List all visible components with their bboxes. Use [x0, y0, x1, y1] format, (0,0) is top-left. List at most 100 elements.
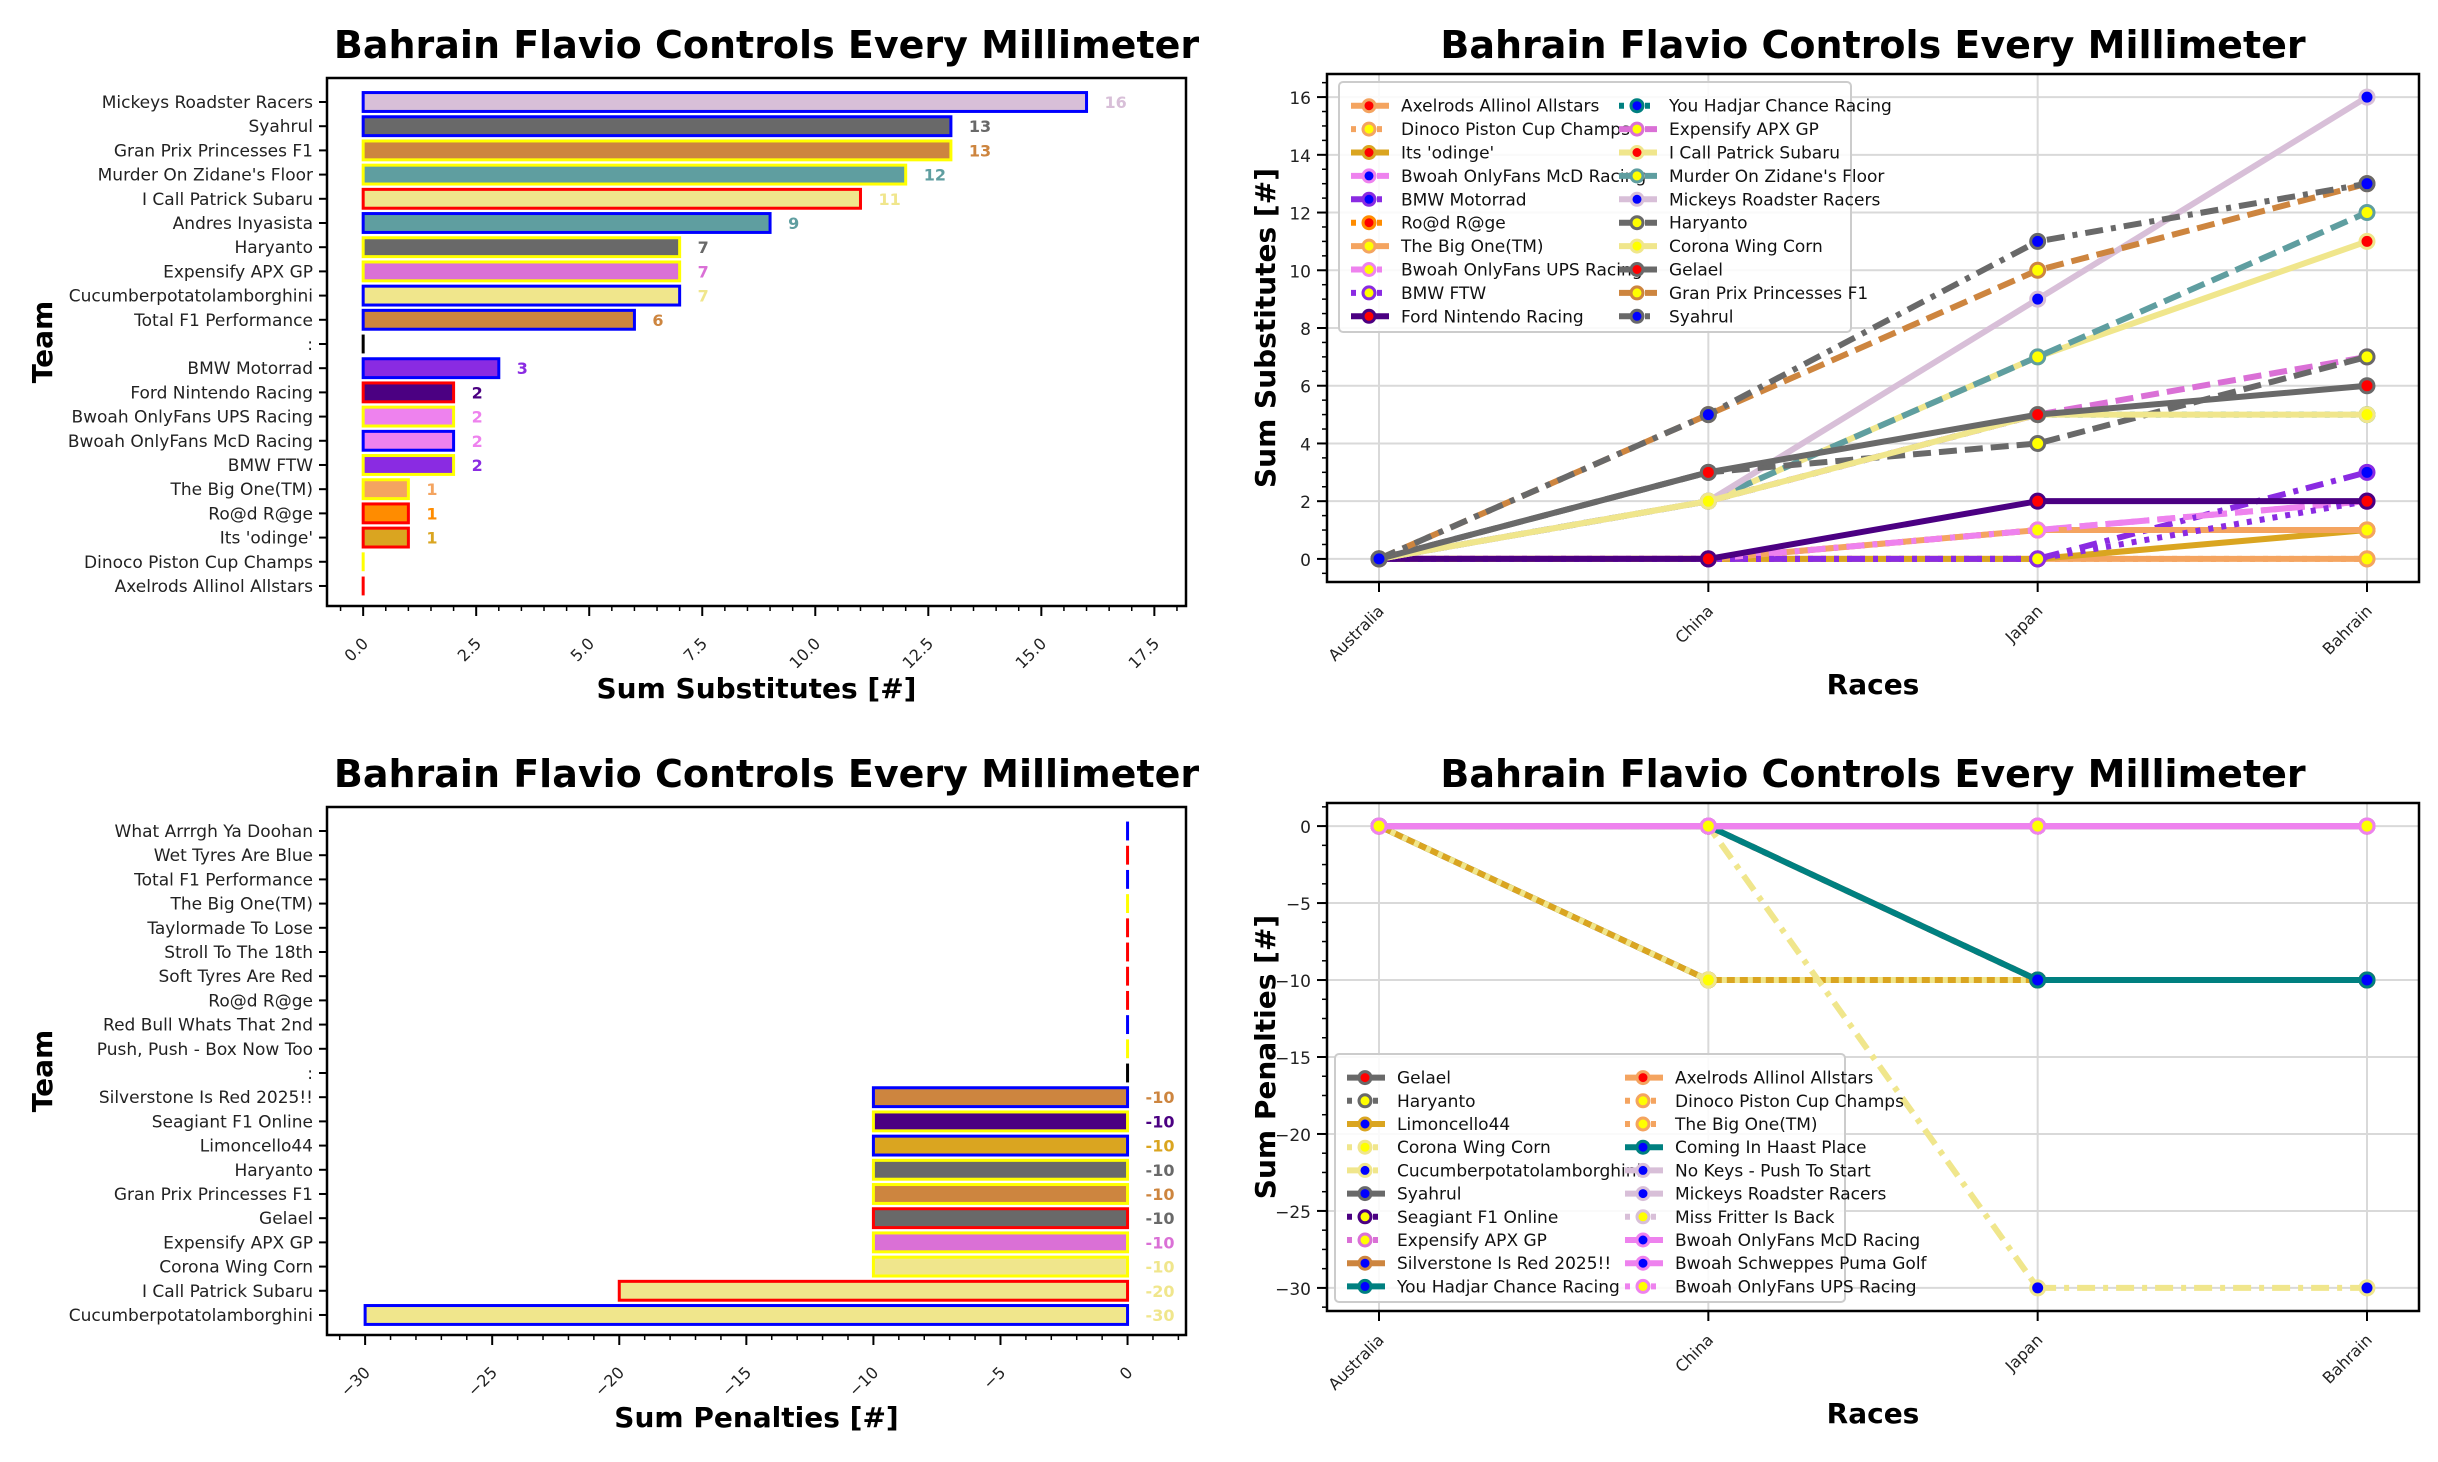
data-point: [1699, 492, 1717, 510]
legend-marker: [1635, 1255, 1651, 1271]
legend-marker: [1357, 1278, 1373, 1294]
plot-frame: [325, 805, 1188, 1337]
bar: [361, 502, 410, 525]
legend-label: You Hadjar Chance Racing: [1668, 97, 1892, 117]
substitutes-bar-chart: Bahrain Flavio Controls Every Millimeter…: [0, 0, 1219, 729]
legend-marker: [1629, 168, 1645, 184]
data-point: [2358, 175, 2376, 193]
data-label: 2: [472, 383, 483, 402]
data-label: -10: [1146, 1233, 1175, 1252]
y-tick-label: Gelael: [259, 1209, 313, 1229]
legend-label: Bwoah OnlyFans McD Racing: [1675, 1231, 1920, 1251]
legend-label: Coming In Haast Place: [1675, 1138, 1866, 1158]
legend-label: Miss Fritter Is Back: [1675, 1208, 1835, 1228]
legend-label: Ro@d R@ge: [1401, 214, 1506, 234]
legend-marker: [1357, 1070, 1373, 1086]
y-tick-label: −15: [1275, 1049, 1311, 1069]
y-tick-label: BMW FTW: [228, 456, 313, 476]
data-label: -30: [1146, 1306, 1175, 1325]
x-tick-label: Japan: [2001, 1330, 2047, 1376]
x-tick-label: 12.5: [899, 634, 938, 673]
bar: [361, 429, 456, 452]
y-tick-label: Andres Inyasista: [173, 214, 313, 234]
bar: [361, 236, 682, 259]
y-tick-label: Taylormade To Lose: [146, 919, 313, 939]
legend-label: Expensify APX GP: [1669, 120, 1819, 140]
y-tick-label: Push, Push - Box Now Too: [97, 1040, 313, 1060]
legend-marker: [1361, 121, 1377, 137]
bar: [871, 1207, 1130, 1230]
legend-marker: [1635, 1116, 1651, 1132]
y-tick-label: 0: [1300, 551, 1311, 571]
x-tick-label: −15: [718, 1363, 755, 1400]
y-tick-label: Expensify APX GP: [163, 1233, 313, 1253]
data-point: [2029, 348, 2047, 366]
data-point: [2358, 88, 2376, 106]
legend-label: Limoncello44: [1397, 1115, 1510, 1135]
bar: [871, 1231, 1130, 1254]
y-tick-label: Bwoah OnlyFans UPS Racing: [71, 408, 313, 428]
data-label: 9: [788, 214, 799, 233]
substitutes-bar-svg: Bahrain Flavio Controls Every Millimeter…: [26, 23, 1199, 705]
data-label: 11: [878, 190, 900, 209]
y-tick-label: 4: [1300, 435, 1311, 455]
data-point: [2029, 1279, 2047, 1297]
bar: [361, 284, 682, 307]
x-tick-label: −30: [337, 1363, 374, 1400]
data-point: [2358, 492, 2376, 510]
data-point: [2029, 434, 2047, 452]
x-tick-label: 10.0: [785, 634, 824, 673]
x-axis-label: Sum Substitutes [#]: [597, 672, 917, 705]
plot-frame: [325, 76, 1188, 608]
legend-label: Mickeys Roadster Racers: [1675, 1185, 1886, 1205]
legend-marker: [1357, 1139, 1373, 1155]
legend-label: BMW FTW: [1401, 284, 1486, 304]
y-tick-label: The Big One(TM): [169, 895, 313, 915]
data-label: -10: [1146, 1112, 1175, 1131]
bar: [361, 139, 953, 162]
y-tick-label: −25: [1275, 1203, 1311, 1223]
bar: [871, 1134, 1130, 1157]
bar: [361, 91, 1089, 113]
x-tick-label: 0: [1116, 1363, 1137, 1384]
bar: [361, 405, 456, 428]
data-point: [1699, 463, 1717, 481]
y-tick-label: BMW Motorrad: [187, 359, 313, 379]
legend-marker: [1357, 1162, 1373, 1178]
y-tick-label: 8: [1300, 320, 1311, 340]
data-label: -10: [1146, 1258, 1175, 1277]
legend-label: Bwoah OnlyFans McD Racing: [1401, 167, 1646, 187]
legend-label: The Big One(TM): [1674, 1115, 1818, 1135]
y-tick-label: The Big One(TM): [169, 480, 313, 500]
data-label: 7: [698, 262, 709, 281]
y-tick-label: Mickeys Roadster Racers: [102, 93, 313, 113]
legend-label: Corona Wing Corn: [1397, 1138, 1551, 1158]
x-tick-label: 7.5: [680, 634, 711, 665]
legend-label: Dinoco Piston Cup Champs: [1401, 120, 1630, 140]
data-point: [2029, 550, 2047, 568]
data-point: [1370, 550, 1388, 568]
legend-label: Haryanto: [1669, 214, 1748, 234]
x-tick-label: 15.0: [1012, 634, 1051, 673]
legend-marker: [1629, 191, 1645, 207]
y-tick-label: Red Bull Whats That 2nd: [103, 1016, 313, 1036]
data-point: [2029, 521, 2047, 539]
penalties-line-chart: Bahrain Flavio Controls Every Millimeter…: [1219, 729, 2438, 1458]
legend-marker: [1357, 1232, 1373, 1248]
data-point: [2029, 817, 2047, 835]
legend-label: Seagiant F1 Online: [1397, 1208, 1558, 1228]
data-label: 2: [472, 456, 483, 475]
data-label: 1: [426, 480, 437, 499]
y-tick-label: Ro@d R@ge: [208, 504, 313, 524]
legend-marker: [1629, 308, 1645, 324]
data-label: -20: [1146, 1282, 1175, 1301]
substitutes-line-chart: Bahrain Flavio Controls Every Millimeter…: [1219, 0, 2438, 729]
y-tick-label: :: [307, 1064, 313, 1084]
data-label: 2: [472, 432, 483, 451]
legend-marker: [1635, 1186, 1651, 1202]
y-tick-label: Haryanto: [234, 1161, 313, 1181]
bar: [361, 478, 410, 501]
legend-label: No Keys - Push To Start: [1675, 1161, 1871, 1181]
x-tick-label: Australia: [1324, 1330, 1387, 1393]
legend-marker: [1629, 262, 1645, 277]
